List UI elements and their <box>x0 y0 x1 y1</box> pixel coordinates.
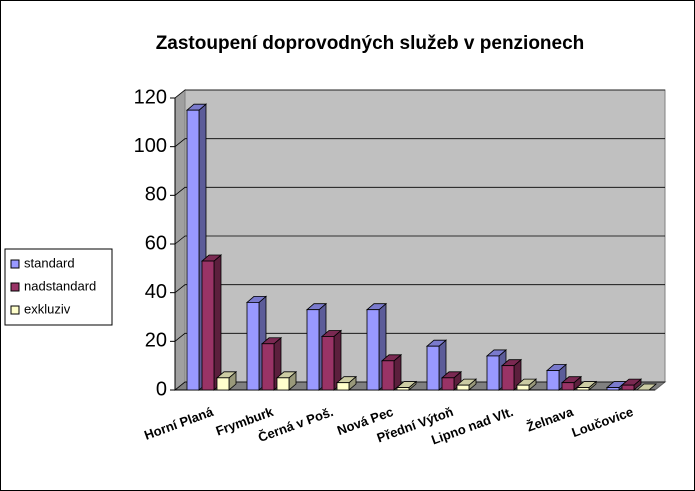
y-tick-label: 20 <box>145 330 167 352</box>
legend-swatch <box>10 259 20 269</box>
grid-line <box>174 235 665 245</box>
grid-line <box>174 332 665 342</box>
bar <box>186 109 200 391</box>
bar <box>336 382 350 391</box>
bar <box>486 355 500 391</box>
bar <box>441 377 455 391</box>
bar-top <box>635 383 658 391</box>
bar <box>261 343 275 391</box>
legend-label: standard <box>24 255 75 270</box>
bar <box>576 387 590 391</box>
legend-label: exkluziv <box>24 301 71 316</box>
bar <box>396 387 410 391</box>
chart-title: Zastoupení doprovodných služeb v penzion… <box>156 33 585 54</box>
bar <box>216 377 230 391</box>
legend-swatch <box>10 305 20 315</box>
legend-box <box>4 248 113 326</box>
bar-side <box>213 254 222 391</box>
grid-line <box>174 89 665 99</box>
bar <box>276 377 290 391</box>
bar <box>381 360 395 391</box>
grid-line <box>174 138 665 147</box>
y-tick-label: 80 <box>145 184 167 206</box>
grid-line <box>174 186 665 196</box>
bar <box>321 336 335 391</box>
y-tick-label: 0 <box>156 378 167 400</box>
bar <box>606 387 620 391</box>
y-tick-label: 40 <box>145 281 167 303</box>
y-tick-label: 60 <box>145 232 167 254</box>
bar <box>306 309 320 391</box>
y-tick-label: 120 <box>134 86 167 108</box>
bar <box>516 384 530 391</box>
bar <box>456 384 470 391</box>
bar <box>201 260 215 391</box>
bar <box>501 365 515 391</box>
bar <box>426 345 440 391</box>
bar <box>546 370 560 391</box>
legend: standard nadstandard exkluziv <box>4 248 113 326</box>
bar <box>366 309 380 391</box>
legend-swatch <box>10 282 20 292</box>
grid-line <box>174 284 665 293</box>
bar <box>561 382 575 391</box>
bar <box>621 384 635 391</box>
legend-label: nadstandard <box>24 278 96 293</box>
y-tick-label: 100 <box>134 135 167 157</box>
bar <box>246 301 260 391</box>
